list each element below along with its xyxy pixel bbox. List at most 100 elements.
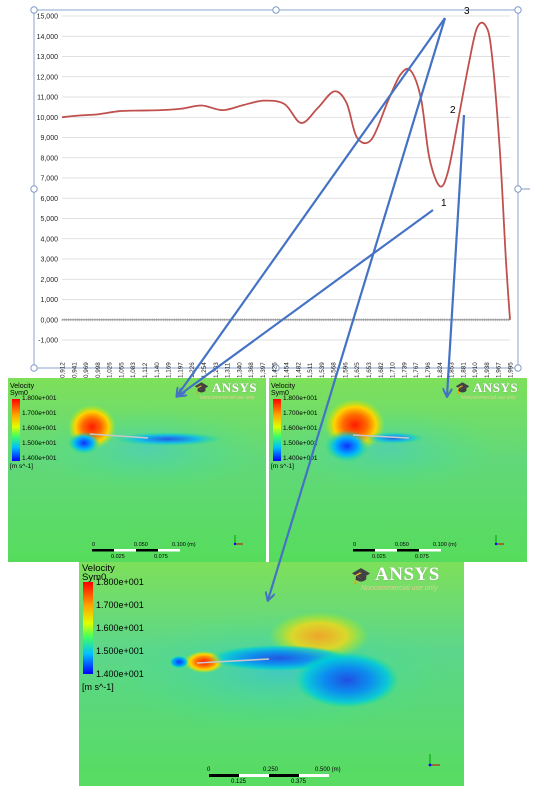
velocity-contour-plot — [269, 378, 527, 562]
scale-label: 0.025 — [111, 554, 125, 560]
y-tick-label: 2,000 — [40, 277, 58, 284]
scale-label: 0.125 — [231, 779, 247, 785]
x-tick-label: 0,998 — [95, 362, 102, 378]
y-tick-label: -1,000 — [38, 338, 58, 345]
x-tick-label: 1,539 — [319, 362, 326, 378]
legend-units: [m s^-1] — [10, 463, 33, 470]
legend-tick: 1.600e+001 — [96, 623, 144, 633]
y-tick-label: 13,000 — [37, 54, 59, 61]
velocity-contour-panel-2: Velocity Sym0 1.800e+001 1.700e+001 1.60… — [269, 378, 527, 562]
resize-handle — [272, 6, 280, 14]
resize-handle — [514, 6, 522, 14]
x-tick-label: 1,938 — [484, 362, 491, 378]
legend-title: Velocity Sym0 — [10, 383, 35, 397]
x-tick-label: 1,767 — [413, 362, 420, 378]
scale-label: 0.500 (m) — [315, 767, 341, 773]
resize-handle — [30, 364, 38, 372]
y-tick-label: 0,000 — [40, 317, 58, 324]
legend-tick: 1.800e+001 — [96, 577, 144, 587]
legend-tick: 1.400e+001 — [96, 669, 144, 679]
ansys-logo: 🎓 ANSYS Noncommercial use only — [455, 380, 525, 402]
x-tick-label: 1,625 — [354, 362, 361, 378]
y-tick-label: 4,000 — [40, 236, 58, 243]
y-tick-label: 1,000 — [40, 297, 58, 304]
scale-label: 0.250 — [263, 767, 279, 773]
legend-tick: 1.500e+001 — [283, 440, 318, 447]
x-tick-label: 1,653 — [366, 362, 373, 378]
y-tick-label: 12,000 — [37, 74, 59, 81]
legend-tick: 1.600e+001 — [22, 425, 57, 432]
x-tick-label: 1,511 — [307, 362, 314, 378]
x-tick-label: 1,853 — [449, 362, 456, 378]
resize-handle — [514, 185, 522, 193]
resize-handle — [514, 364, 522, 372]
x-tick-label: 1,881 — [460, 362, 467, 378]
ansys-subtitle: Noncommercial use only — [361, 585, 438, 592]
x-tick-label: 1,796 — [425, 362, 432, 378]
x-tick-label: 1,368 — [248, 362, 255, 378]
ansys-brand: ANSYS — [375, 564, 440, 585]
x-tick-label: 0,912 — [60, 362, 67, 378]
legend-tick: 1.800e+001 — [22, 395, 57, 402]
y-tick-label: 9,000 — [40, 135, 58, 142]
x-tick-label: 1,824 — [437, 362, 444, 378]
x-tick-label: 1,682 — [378, 362, 385, 378]
scale-label: 0.075 — [154, 554, 168, 560]
x-tick-label: 1,340 — [236, 362, 243, 378]
x-tick-label: 1,967 — [496, 362, 503, 378]
chart-frame — [33, 9, 519, 369]
x-tick-label: 1,995 — [508, 362, 515, 378]
x-tick-label: 1,197 — [177, 362, 184, 378]
legend-units: [m s^-1] — [271, 463, 294, 470]
scale-label: 0.025 — [372, 554, 386, 560]
x-tick-label: 1,283 — [213, 362, 220, 378]
scale-label: 0 — [207, 767, 211, 773]
ansys-subtitle: Noncommercial use only — [200, 395, 255, 401]
x-tick-label: 1,254 — [201, 362, 208, 378]
scale-label: 0 — [353, 542, 357, 548]
y-tick-label: 14,000 — [37, 34, 59, 41]
y-tick-label: 3,000 — [40, 257, 58, 264]
y-tick-label: 15,000 — [37, 14, 59, 21]
graduation-cap-icon: 🎓 — [351, 568, 371, 585]
legend-tick: 1.700e+001 — [96, 600, 144, 610]
velocity-contour-plot — [8, 378, 266, 562]
x-tick-label: 1,910 — [472, 362, 479, 378]
x-tick-label: 0,969 — [83, 362, 90, 378]
x-tick-label: 1,454 — [284, 362, 291, 378]
scale-label: 0.050 — [395, 542, 409, 548]
x-tick-label: 1,112 — [142, 362, 149, 378]
legend-tick: 1.400e+001 — [283, 455, 318, 462]
ansys-brand: ANSYS — [212, 380, 258, 395]
legend-tick: 1.500e+001 — [22, 440, 57, 447]
y-tick-label: 10,000 — [37, 115, 59, 122]
x-tick-label: 1,710 — [390, 362, 397, 378]
legend-tick: 1.600e+001 — [283, 425, 318, 432]
legend-tick: 1.500e+001 — [96, 646, 144, 656]
x-tick-label: 1,425 — [272, 362, 279, 378]
y-tick-label: 7,000 — [40, 176, 58, 183]
x-tick-label: 1,482 — [295, 362, 302, 378]
scale-label: 0.100 (m) — [433, 542, 457, 548]
scale-label: 0.100 (m) — [172, 542, 196, 548]
ansys-logo: 🎓 ANSYS Noncommercial use only — [351, 564, 461, 594]
legend-tick: 1.700e+001 — [283, 410, 318, 417]
y-tick-label: 8,000 — [40, 155, 58, 162]
x-tick-label: 1,596 — [342, 362, 349, 378]
x-tick-label: 1,311 — [225, 362, 232, 378]
scale-label: 0 — [92, 542, 96, 548]
graduation-cap-icon: 🎓 — [455, 381, 470, 395]
annotation-label-3: 3 — [464, 6, 470, 17]
legend-tick: 1.400e+001 — [22, 455, 57, 462]
legend-tick: 1.700e+001 — [22, 410, 57, 417]
color-legend-bar — [12, 399, 20, 461]
color-legend-bar — [83, 582, 93, 674]
y-tick-label: 5,000 — [40, 216, 58, 223]
x-tick-label: 1,568 — [331, 362, 338, 378]
velocity-contour-panel-3: Velocity Sym0 1.800e+001 1.700e+001 1.60… — [79, 562, 464, 786]
y-tick-label: 11,000 — [37, 95, 58, 102]
x-tick-label: 1,739 — [401, 362, 408, 378]
resize-handle — [30, 185, 38, 193]
x-tick-label: 1,226 — [189, 362, 196, 378]
y-tick-label: 6,000 — [40, 196, 58, 203]
